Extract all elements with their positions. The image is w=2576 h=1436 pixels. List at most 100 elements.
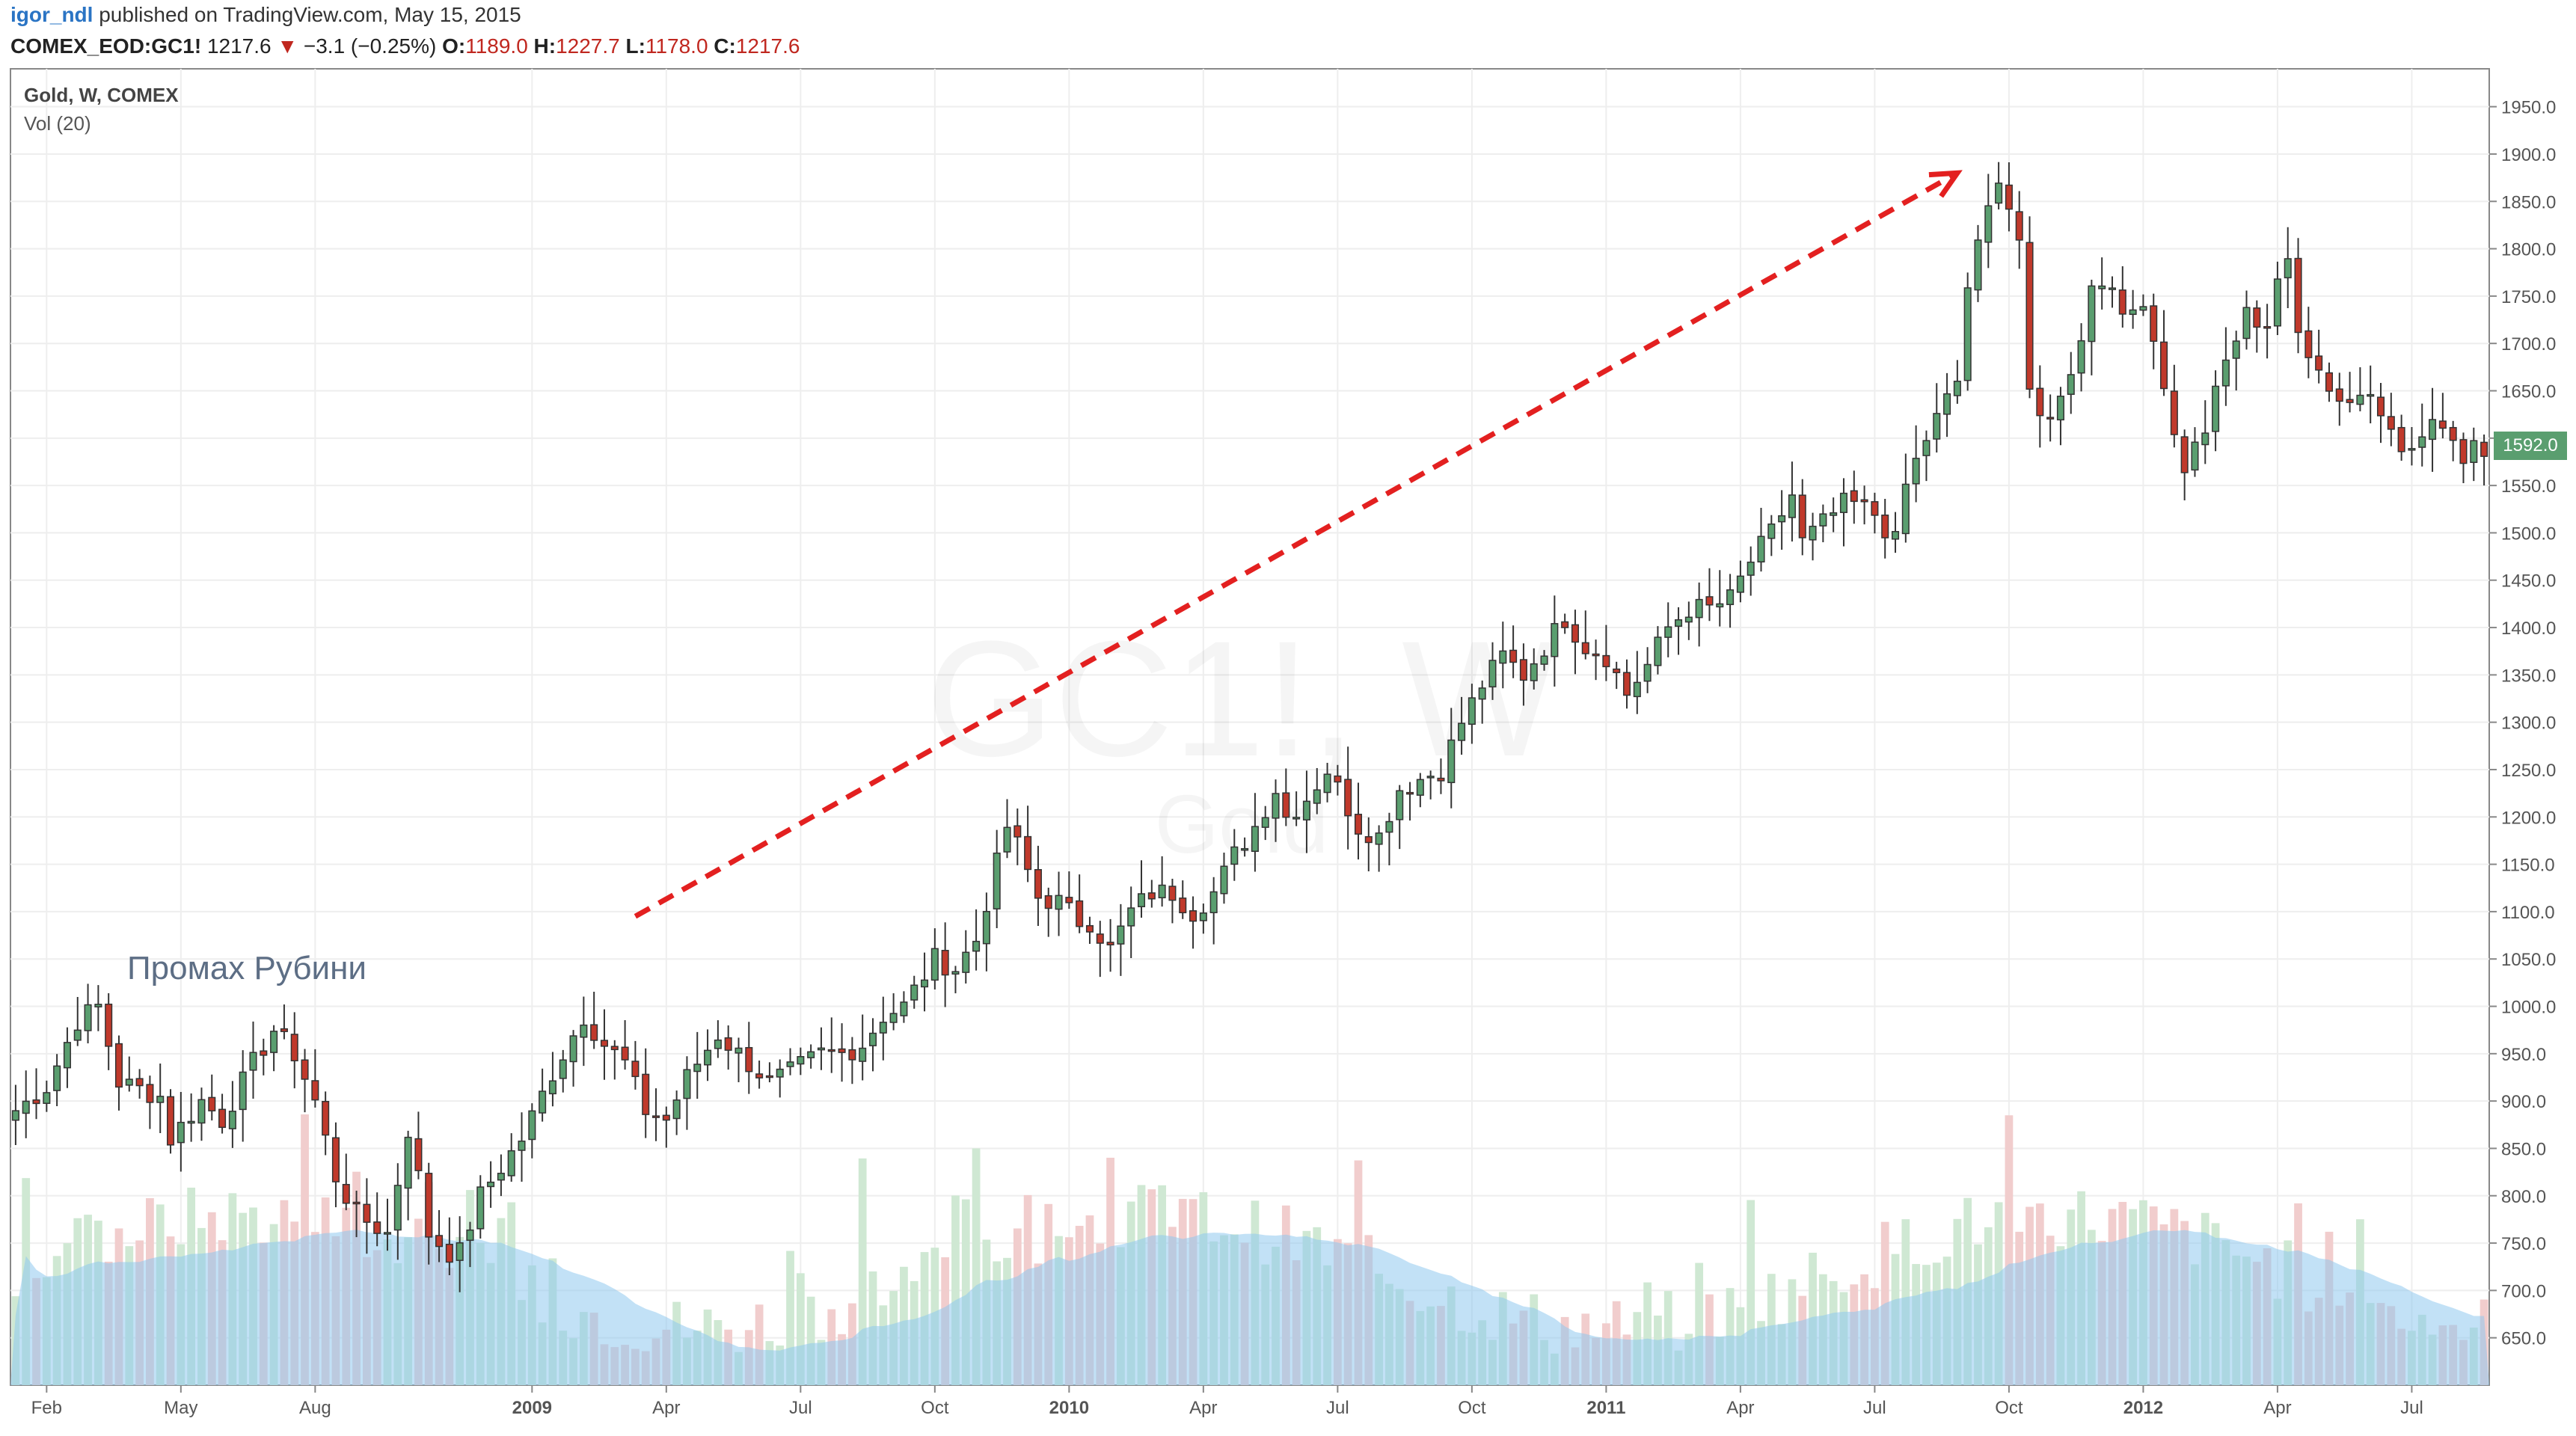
candle — [156, 1064, 165, 1133]
candle — [2201, 400, 2209, 464]
candle-body — [569, 1035, 577, 1063]
candle-body — [1261, 817, 1269, 828]
candle — [1684, 601, 1693, 640]
candle-body — [2315, 355, 2323, 371]
candle-body — [1375, 832, 1383, 845]
candle-body — [1509, 649, 1518, 663]
candle — [84, 984, 92, 1044]
candle — [342, 1153, 350, 1211]
y-tick-label: 800.0 — [2501, 1187, 2546, 1207]
candle — [2470, 427, 2478, 482]
candle — [1055, 871, 1063, 936]
candle — [187, 1093, 195, 1142]
candle-body — [1922, 440, 1931, 456]
candle — [941, 922, 949, 1007]
candle-body — [2150, 305, 2158, 342]
candle-body — [941, 950, 949, 976]
candle — [2180, 429, 2189, 500]
candle-body — [1839, 492, 1848, 513]
candle — [1747, 546, 1755, 596]
candle-body — [1695, 598, 1703, 619]
candle-body — [1891, 530, 1900, 540]
candle — [2284, 227, 2292, 308]
candle-body — [1860, 499, 1868, 503]
candle-body — [1912, 458, 1920, 485]
candle-body — [425, 1173, 433, 1238]
candle-body — [2376, 396, 2385, 417]
candle-body — [982, 910, 990, 945]
candle-body — [383, 1232, 392, 1235]
candle-body — [1096, 933, 1104, 944]
candle — [1302, 770, 1310, 853]
candle-body — [848, 1049, 856, 1061]
candle — [2242, 290, 2251, 350]
candle — [177, 1091, 185, 1172]
candle-body — [2273, 278, 2281, 327]
candle — [11, 1084, 19, 1145]
candle-body — [1013, 825, 1022, 838]
candle — [621, 1020, 629, 1070]
author-link[interactable]: igor_ndl — [10, 3, 93, 26]
candle-body — [218, 1108, 227, 1129]
volume-bar — [1747, 1200, 1755, 1385]
candle — [1117, 903, 1125, 976]
y-tick-label: 1150.0 — [2501, 856, 2555, 876]
x-tick-label: Apr — [1189, 1398, 1217, 1418]
candle-body — [2232, 340, 2240, 359]
candle — [1943, 372, 1951, 438]
candle — [900, 991, 908, 1023]
candle-body — [1209, 891, 1218, 913]
y-tick-label: 1450.0 — [2501, 571, 2556, 592]
candle — [2056, 387, 2064, 446]
candle-body — [2108, 287, 2117, 290]
candle-body — [631, 1061, 640, 1078]
candle-body — [146, 1084, 154, 1103]
candle — [2232, 331, 2240, 391]
candle-body — [1943, 393, 1951, 415]
candle — [982, 892, 990, 972]
candle-body — [1757, 536, 1765, 563]
candle — [2346, 372, 2354, 413]
y-tick-label: 1800.0 — [2501, 240, 2556, 260]
x-tick-label: May — [164, 1398, 197, 1418]
candle-body — [704, 1049, 712, 1066]
annotation-text[interactable]: Промах Рубини — [127, 950, 367, 987]
candle — [921, 952, 929, 1012]
candle — [1716, 570, 1724, 627]
candle-body — [1117, 925, 1125, 945]
candle — [105, 992, 113, 1070]
candle — [1540, 650, 1548, 671]
y-tick-label: 1300.0 — [2501, 714, 2556, 734]
candle-body — [1726, 589, 1735, 606]
candle-body — [73, 1029, 82, 1041]
close-value: 1217.6 — [735, 34, 800, 58]
candle — [228, 1081, 236, 1148]
candle — [1344, 746, 1352, 850]
candle — [2367, 365, 2375, 423]
candle — [1571, 610, 1579, 675]
candle-body — [1106, 942, 1114, 946]
candle-body — [2356, 394, 2364, 405]
candle — [73, 997, 82, 1046]
y-tick-label: 750.0 — [2501, 1234, 2546, 1254]
candle — [1013, 808, 1022, 865]
trend-arrow[interactable] — [634, 170, 1963, 919]
candle — [2325, 362, 2334, 402]
candle-body — [2067, 374, 2075, 395]
y-tick-label: 1350.0 — [2501, 666, 2556, 686]
x-tick-label: Feb — [31, 1398, 62, 1418]
candle-body — [1592, 653, 1600, 657]
candle — [1034, 845, 1042, 926]
candle — [2418, 403, 2426, 467]
candle — [868, 1018, 877, 1072]
candle — [1158, 856, 1166, 907]
candle-body — [1024, 835, 1032, 871]
candle — [1664, 602, 1672, 657]
candle — [1488, 642, 1497, 700]
candle-body — [1447, 739, 1456, 784]
candle-body — [2129, 309, 2137, 316]
candle — [1447, 708, 1456, 808]
candle — [1726, 574, 1735, 628]
candle — [910, 975, 919, 1009]
